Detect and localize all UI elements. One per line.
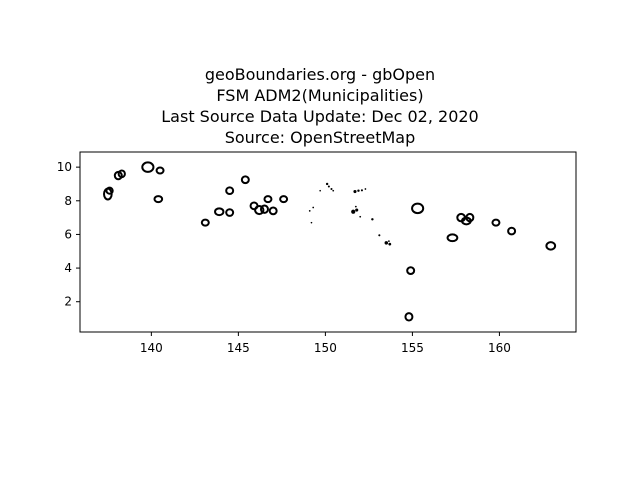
- y-tick-label: 10: [57, 160, 72, 174]
- title-line-4: Source: OpenStreetMap: [224, 128, 416, 147]
- islet-marker: [332, 189, 335, 192]
- y-tick-label: 4: [64, 261, 72, 275]
- islet-marker: [351, 209, 356, 214]
- y-tick-label: 2: [64, 295, 72, 309]
- islet-marker: [371, 218, 374, 221]
- y-tick-label: 6: [64, 227, 72, 241]
- islet-marker: [354, 205, 357, 208]
- municipality-outline: [225, 186, 235, 196]
- islet-marker: [319, 189, 321, 192]
- municipality-outline: [545, 241, 557, 251]
- islet-marker: [388, 240, 390, 243]
- islet-marker: [360, 189, 363, 192]
- islet-marker: [388, 242, 392, 246]
- municipality-outline: [105, 186, 114, 195]
- y-tick-label: 8: [64, 194, 72, 208]
- municipality-outline: [225, 208, 235, 217]
- municipality-outline: [446, 233, 459, 243]
- municipality-outline: [214, 207, 225, 217]
- plot-frame: [79, 151, 577, 333]
- x-tick-label: 155: [401, 341, 424, 355]
- municipality-outline: [491, 218, 501, 227]
- islet-marker: [310, 221, 313, 224]
- islet-marker: [355, 208, 359, 212]
- municipality-outline: [268, 206, 278, 216]
- islet-marker: [353, 189, 357, 194]
- title-line-3: Last Source Data Update: Dec 02, 2020: [161, 107, 479, 126]
- title-line-2: FSM ADM2(Municipalities): [216, 86, 424, 105]
- municipality-outline: [259, 204, 269, 214]
- islet-marker: [359, 215, 362, 218]
- x-tick-label: 150: [314, 341, 337, 355]
- municipality-outline: [240, 175, 250, 185]
- plot-content: [103, 161, 557, 322]
- islet-marker: [327, 185, 330, 188]
- municipality-outline: [141, 161, 155, 173]
- islet-marker: [357, 189, 360, 192]
- title-line-1: geoBoundaries.org - gbOpen: [204, 65, 436, 84]
- municipality-outline: [153, 195, 164, 204]
- municipality-outline: [263, 195, 273, 204]
- municipality-outline: [117, 169, 126, 179]
- islet-marker: [325, 182, 329, 186]
- x-axis: 140 145 150 155 160: [140, 332, 511, 355]
- municipality-outline: [404, 312, 414, 322]
- municipality-outline: [155, 166, 165, 175]
- municipality-outline: [406, 266, 416, 275]
- y-axis: 2 4 6 8 10: [57, 160, 80, 309]
- islet-marker: [378, 234, 381, 237]
- municipality-outline: [411, 202, 425, 215]
- islet-marker: [384, 241, 389, 245]
- x-tick-label: 160: [488, 341, 511, 355]
- municipality-outline: [200, 218, 210, 227]
- x-tick-label: 145: [227, 341, 250, 355]
- islet-marker: [312, 206, 315, 209]
- municipality-outline: [279, 195, 289, 204]
- municipality-outline: [465, 212, 475, 223]
- islet-marker: [330, 187, 333, 191]
- x-tick-label: 140: [140, 341, 163, 355]
- islet-marker: [364, 188, 367, 190]
- municipality-outline: [254, 205, 265, 216]
- islet-marker: [308, 210, 311, 212]
- municipality-outline: [507, 226, 517, 236]
